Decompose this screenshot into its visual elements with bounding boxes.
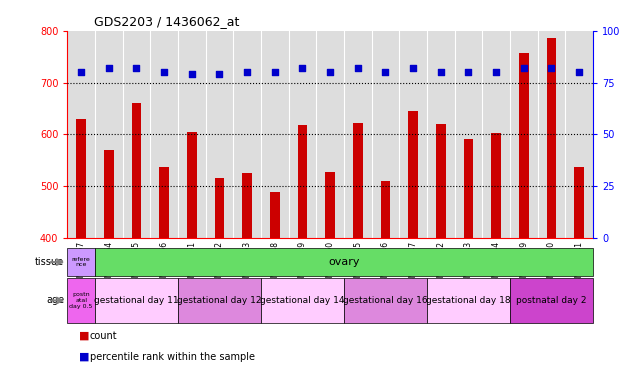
Bar xyxy=(297,125,307,238)
Point xyxy=(491,69,501,75)
Bar xyxy=(463,139,473,238)
Point xyxy=(297,65,308,71)
Text: gestational day 11: gestational day 11 xyxy=(94,296,179,305)
Bar xyxy=(131,103,141,238)
Point xyxy=(546,65,556,71)
Point xyxy=(325,69,335,75)
Point xyxy=(242,69,253,75)
Text: postn
atal
day 0.5: postn atal day 0.5 xyxy=(69,292,93,309)
Point xyxy=(159,69,169,75)
Bar xyxy=(353,123,363,238)
Point xyxy=(187,71,197,77)
Text: ■: ■ xyxy=(79,331,89,341)
Point xyxy=(104,65,114,71)
Bar xyxy=(381,181,390,238)
Bar xyxy=(491,133,501,238)
Text: gestational day 14: gestational day 14 xyxy=(260,296,345,305)
Point xyxy=(380,69,390,75)
Bar xyxy=(242,173,252,238)
Text: tissue: tissue xyxy=(35,257,64,267)
Text: gestational day 18: gestational day 18 xyxy=(426,296,511,305)
Bar xyxy=(159,167,169,238)
Text: ■: ■ xyxy=(79,352,89,362)
Bar xyxy=(76,119,86,238)
Bar xyxy=(519,53,529,238)
Text: ovary: ovary xyxy=(328,257,360,267)
Point xyxy=(519,65,529,71)
Point xyxy=(353,65,363,71)
Point xyxy=(408,65,418,71)
Bar xyxy=(408,111,418,238)
Bar xyxy=(187,132,197,238)
Point xyxy=(76,69,87,75)
Bar xyxy=(574,167,584,238)
Point xyxy=(270,69,280,75)
Text: postnatal day 2: postnatal day 2 xyxy=(516,296,587,305)
Text: refere
nce: refere nce xyxy=(72,257,90,268)
Bar xyxy=(547,38,556,238)
Text: gestational day 12: gestational day 12 xyxy=(177,296,262,305)
Point xyxy=(463,69,474,75)
Bar xyxy=(215,179,224,238)
Text: percentile rank within the sample: percentile rank within the sample xyxy=(90,352,254,362)
Point xyxy=(214,71,224,77)
Bar xyxy=(104,150,113,238)
Point xyxy=(436,69,446,75)
Text: count: count xyxy=(90,331,117,341)
Text: GDS2203 / 1436062_at: GDS2203 / 1436062_at xyxy=(94,15,239,28)
Bar xyxy=(270,192,279,238)
Text: gestational day 16: gestational day 16 xyxy=(343,296,428,305)
Point xyxy=(574,69,584,75)
Bar xyxy=(325,172,335,238)
Bar xyxy=(436,124,445,238)
Text: age: age xyxy=(46,295,64,306)
Point xyxy=(131,65,142,71)
